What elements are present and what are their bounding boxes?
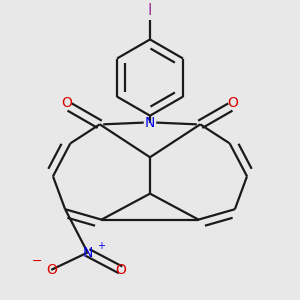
Text: O: O	[228, 96, 238, 110]
Text: N: N	[82, 245, 93, 260]
Text: O: O	[46, 263, 57, 277]
Text: I: I	[148, 3, 152, 18]
Text: N: N	[145, 116, 155, 130]
Text: +: +	[98, 241, 106, 251]
Text: O: O	[115, 263, 126, 277]
Text: −: −	[32, 255, 42, 268]
Text: O: O	[61, 96, 72, 110]
